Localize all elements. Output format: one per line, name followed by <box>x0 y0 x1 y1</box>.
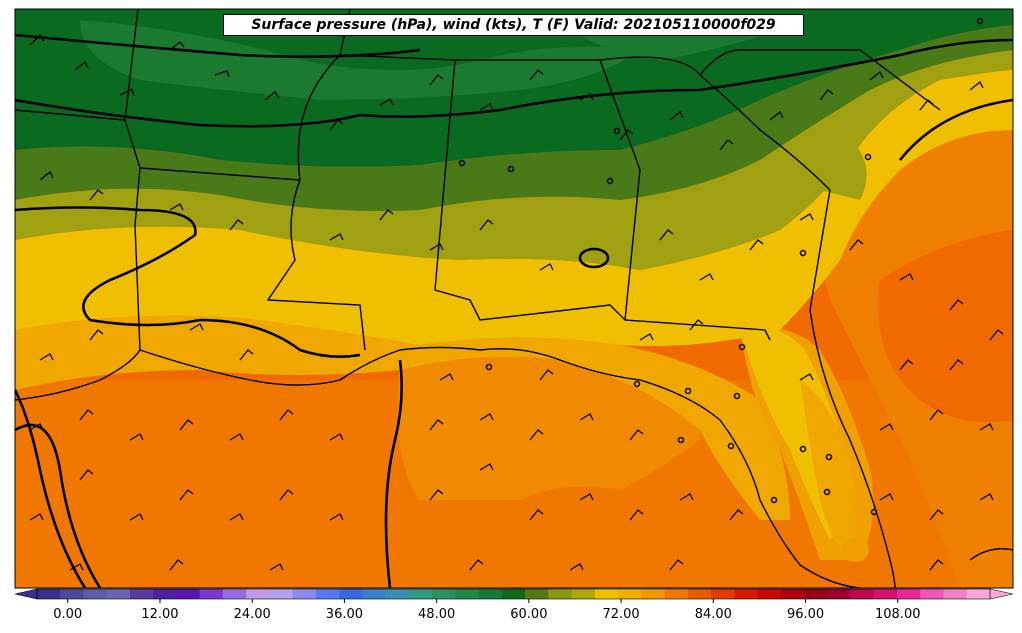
colorbar-segment <box>199 589 224 599</box>
colorbar-tick-label: 96.00 <box>787 607 824 622</box>
colorbar-segment <box>455 589 480 599</box>
map-frame <box>14 8 1014 589</box>
colorbar-segment <box>548 589 573 599</box>
colorbar-extend-high <box>989 588 1014 600</box>
colorbar-segment <box>315 589 340 599</box>
isobars <box>15 33 1013 588</box>
colorbar-segment <box>897 589 921 599</box>
colorbar-segment <box>501 589 526 599</box>
colorbar-segment <box>408 589 433 599</box>
colorbar-tick-label: 24.00 <box>234 607 271 622</box>
wind-barbs <box>29 33 1004 571</box>
colorbar-tick-label: 48.00 <box>418 607 455 622</box>
colorbar-segment <box>734 589 758 599</box>
colorbar-segment <box>757 589 782 599</box>
colorbar-segment <box>525 589 549 599</box>
colorbar-segment <box>246 589 270 599</box>
colorbar-segment <box>804 589 828 599</box>
colorbar-segment <box>873 589 898 599</box>
colorbar-segment <box>153 589 177 599</box>
colorbar-segment <box>478 589 503 599</box>
colorbar-segment <box>60 589 84 599</box>
colorbar-segment <box>292 589 317 599</box>
colorbar-tick-label: 0.00 <box>53 607 82 622</box>
colorbar-tick-label: 60.00 <box>510 607 547 622</box>
colorbar-segment <box>594 589 619 599</box>
colorbar-segment <box>83 589 108 599</box>
colorbar-segment <box>780 589 805 599</box>
colorbar-segment <box>37 589 61 599</box>
colorbar-segment <box>176 589 201 599</box>
colorbar-segment <box>711 589 735 599</box>
colorbar-tick-label: 36.00 <box>326 607 363 622</box>
colorbar-extend-low <box>14 588 38 600</box>
colorbar-tick-label: 84.00 <box>695 607 732 622</box>
temperature-field <box>15 9 1013 588</box>
colorbar-segment <box>385 589 410 599</box>
colorbar-segment <box>827 589 851 599</box>
colorbar-segment <box>641 589 665 599</box>
colorbar-segment <box>339 589 363 599</box>
calm-wind-markers <box>458 17 984 516</box>
colorbar-segment <box>943 589 968 599</box>
colorbar-segment <box>850 589 875 599</box>
colorbar-segment <box>618 589 642 599</box>
colorbar-tick-label: 72.00 <box>602 607 639 622</box>
colorbar-tick-label: 108.00 <box>875 607 921 622</box>
colorbar-segment <box>362 589 387 599</box>
colorbar-outline <box>36 588 991 600</box>
colorbar-segment <box>222 589 247 599</box>
colorbar-segment <box>966 589 991 599</box>
state-boundaries <box>15 9 1013 588</box>
colorbar-segment <box>664 589 689 599</box>
colorbar-segment <box>687 589 712 599</box>
colorbar-segment <box>920 589 944 599</box>
colorbar: 0.00 12.00 24.00 36.00 48.00 60.00 72.00 84.00 9… <box>14 588 1014 622</box>
colorbar-segment <box>129 589 154 599</box>
map-title: Surface pressure (hPa), wind (kts), T (F… <box>223 14 804 36</box>
colorbar-segment <box>571 589 596 599</box>
colorbar-segment <box>432 589 456 599</box>
colorbar-segment <box>106 589 131 599</box>
colorbar-segment <box>269 589 294 599</box>
colorbar-tick-label: 12.00 <box>141 607 178 622</box>
